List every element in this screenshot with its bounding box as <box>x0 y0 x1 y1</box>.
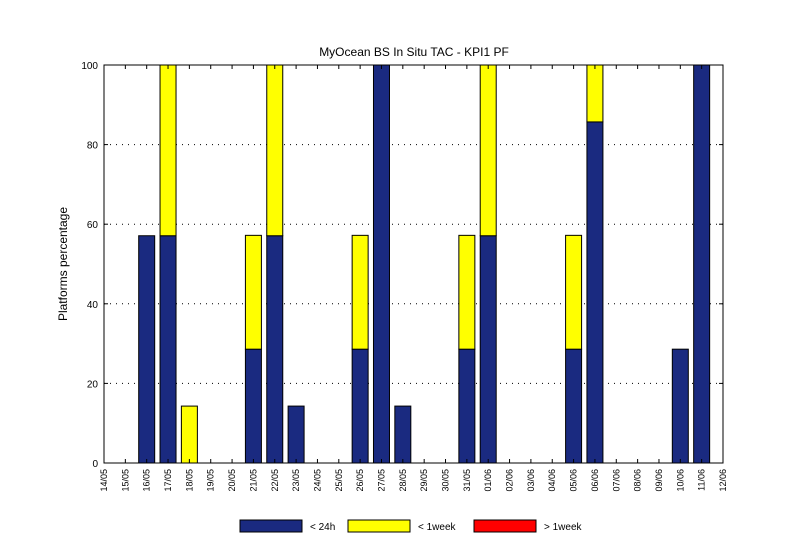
x-tick-label: 23/05 <box>291 469 301 492</box>
bar-22/05-series-0 <box>266 235 284 464</box>
bar-17/05-series-0 <box>159 235 177 464</box>
legend-label-1: < 1week <box>418 522 457 533</box>
chart-title: MyOcean BS In Situ TAC - KPI1 PF <box>319 45 509 59</box>
legend-swatch-2 <box>473 519 537 533</box>
x-tick-label: 21/05 <box>248 469 258 492</box>
x-tick-label: 08/06 <box>633 469 643 492</box>
x-tick-label: 24/05 <box>312 469 322 492</box>
x-tick-label: 12/06 <box>718 469 728 492</box>
bar-06/06-series-1 <box>586 64 604 123</box>
x-ticks: 14/05 15/05 16/05 17/05 18/05 19/05 20/05 21/05… <box>99 65 728 492</box>
x-tick-label: 05/06 <box>569 469 579 492</box>
plot-frame <box>103 64 724 464</box>
x-tick-label: 17/05 <box>163 469 173 492</box>
bar-05/06-series-1 <box>565 234 583 350</box>
x-tick-label: 20/05 <box>227 469 237 492</box>
legend-swatch-0 <box>239 519 303 533</box>
x-tick-label: 18/05 <box>184 469 194 492</box>
y-tick-label: 80 <box>87 141 99 152</box>
x-tick-label: 03/06 <box>526 469 536 492</box>
y-tick-label: 20 <box>87 379 99 390</box>
y-tick-label: 100 <box>81 61 98 72</box>
x-tick-label: 19/05 <box>206 469 216 492</box>
y-ticks: 0 20 40 60 80 100 <box>81 61 723 470</box>
x-tick-label: 26/05 <box>355 469 365 492</box>
x-tick-label: 27/05 <box>376 469 386 492</box>
x-tick-label: 10/06 <box>675 469 685 492</box>
x-tick-label: 01/06 <box>483 469 493 492</box>
bar-23/05-series-0 <box>287 405 305 464</box>
bar-17/05-series-1 <box>159 64 177 237</box>
bar-31/05-series-1 <box>458 234 476 350</box>
x-tick-label: 29/05 <box>419 469 429 492</box>
legend-swatch-1 <box>347 519 411 533</box>
bar-16/05-series-0 <box>138 235 156 464</box>
x-tick-label: 02/06 <box>505 469 515 492</box>
bar-21/05-series-1 <box>244 234 262 350</box>
y-tick-label: 40 <box>87 300 99 311</box>
bar-11/06-series-0 <box>693 64 711 464</box>
x-tick-label: 31/05 <box>462 469 472 492</box>
x-tick-label: 04/06 <box>547 469 557 492</box>
legend-label-2: > 1week <box>544 522 583 533</box>
y-tick-label: 60 <box>87 220 99 231</box>
x-tick-label: 22/05 <box>270 469 280 492</box>
bar-01/06-series-1 <box>479 64 497 237</box>
y-tick-label: 0 <box>92 459 98 470</box>
bar-22/05-series-1 <box>266 64 284 237</box>
bar-21/05-series-0 <box>244 348 262 464</box>
bar-10/06-series-0 <box>671 348 689 464</box>
bar-18/05-series-1 <box>180 405 198 464</box>
bar-27/05-series-0 <box>372 64 390 464</box>
legend-label-0: < 24h <box>310 522 335 533</box>
bar-31/05-series-0 <box>458 348 476 464</box>
y-axis-label: Platforms percentage <box>56 207 70 321</box>
bar-26/05-series-0 <box>351 348 369 464</box>
bar-01/06-series-0 <box>479 235 497 464</box>
grid <box>104 144 723 384</box>
bar-26/05-series-1 <box>351 234 369 350</box>
x-tick-label: 16/05 <box>142 469 152 492</box>
x-tick-label: 06/06 <box>590 469 600 492</box>
x-tick-label: 25/05 <box>334 469 344 492</box>
bar-28/05-series-0 <box>394 405 412 464</box>
x-tick-label: 30/05 <box>441 469 451 492</box>
bars <box>138 64 711 464</box>
x-tick-label: 09/06 <box>654 469 664 492</box>
x-tick-label: 28/05 <box>398 469 408 492</box>
x-tick-label: 15/05 <box>120 469 130 492</box>
x-tick-label: 14/05 <box>99 469 109 492</box>
bar-06/06-series-0 <box>586 121 604 464</box>
x-tick-label: 07/06 <box>611 469 621 492</box>
x-tick-label: 11/06 <box>697 469 707 491</box>
legend: < 24h < 1week > 1week <box>239 519 583 533</box>
bar-05/06-series-0 <box>565 348 583 464</box>
